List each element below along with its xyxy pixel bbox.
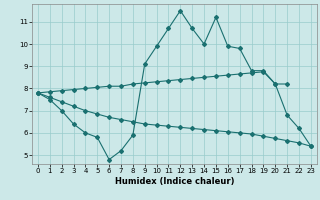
X-axis label: Humidex (Indice chaleur): Humidex (Indice chaleur) [115, 177, 234, 186]
